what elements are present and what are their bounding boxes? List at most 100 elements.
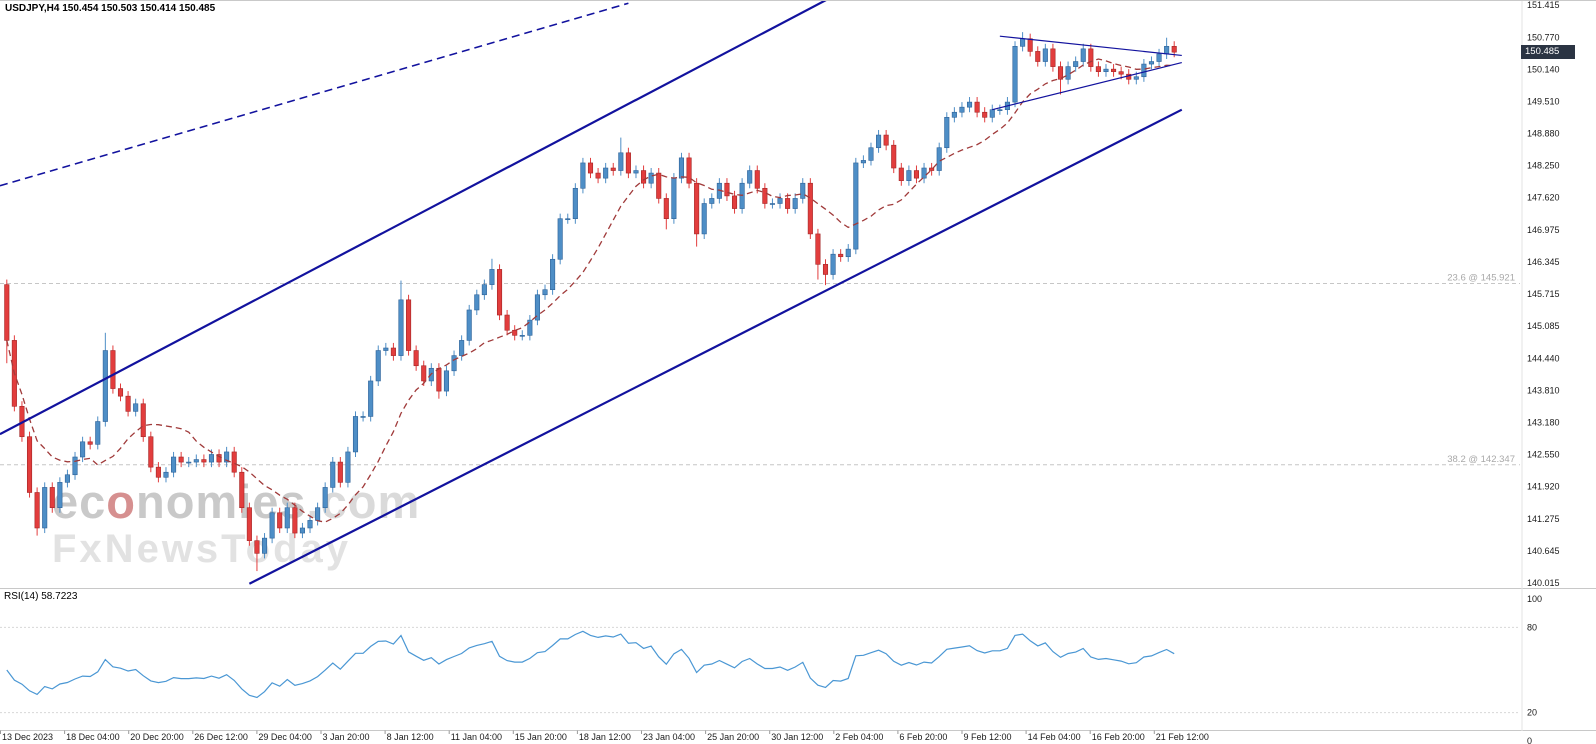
candle-body bbox=[1088, 48, 1094, 67]
candle-body bbox=[512, 329, 518, 336]
moving-average-line[interactable] bbox=[6, 58, 1175, 523]
candle-body bbox=[580, 162, 586, 189]
candle-body bbox=[542, 289, 548, 296]
candle-body bbox=[299, 527, 305, 534]
candle-body bbox=[929, 167, 935, 171]
candle-body bbox=[451, 355, 457, 372]
time-axis-label: 30 Jan 12:00 bbox=[771, 732, 824, 742]
candle-body bbox=[496, 269, 503, 316]
candle-body bbox=[1027, 38, 1033, 52]
candle-body bbox=[315, 507, 321, 521]
candlesticks bbox=[4, 32, 1177, 572]
candle-body bbox=[565, 218, 571, 221]
candle-body bbox=[686, 157, 692, 184]
candle-body bbox=[777, 198, 783, 204]
candle-body bbox=[224, 451, 230, 463]
channel-upper-trendline[interactable] bbox=[0, 1, 1182, 436]
time-axis-label: 8 Jan 12:00 bbox=[386, 732, 434, 742]
candle-body bbox=[1148, 61, 1155, 65]
upper-dashed-trendline[interactable] bbox=[0, 2, 629, 187]
candle-body bbox=[1065, 66, 1071, 80]
candle-body bbox=[587, 162, 594, 174]
price-axis-label: 148.880 bbox=[1527, 129, 1560, 139]
candle-body bbox=[352, 416, 359, 453]
fib-level-label: 23.6 @ 145.921 bbox=[1447, 273, 1515, 284]
candle-body bbox=[421, 365, 427, 382]
candle-body bbox=[1156, 53, 1162, 62]
candle-body bbox=[1057, 66, 1064, 80]
candle-body bbox=[534, 294, 540, 321]
candle-body bbox=[292, 507, 298, 534]
candle-body bbox=[944, 117, 950, 149]
candle-body bbox=[550, 258, 556, 290]
candle-body bbox=[982, 111, 988, 118]
price-axis-label: 141.920 bbox=[1527, 481, 1560, 491]
channel-lower-trendline[interactable] bbox=[248, 108, 1183, 585]
candle-body bbox=[671, 177, 677, 220]
fib-retracement[interactable]: 23.6 @ 145.921 38.2 @ 142.347 bbox=[0, 273, 1520, 466]
price-chart-canvas[interactable]: 23.6 @ 145.921 38.2 @ 142.347 151.415 150.7… bbox=[0, 1, 1596, 588]
candle-body bbox=[201, 459, 207, 463]
candle-body bbox=[1118, 71, 1124, 75]
candle-body bbox=[481, 284, 487, 296]
rsi-axis-label: 80 bbox=[1527, 622, 1537, 632]
time-axis-label: 25 Jan 20:00 bbox=[707, 732, 760, 742]
triangle-lower-trendline[interactable] bbox=[992, 61, 1182, 111]
price-axis-label: 143.180 bbox=[1527, 418, 1560, 428]
rsi-axis-label: 20 bbox=[1527, 708, 1537, 718]
candle-body bbox=[125, 395, 131, 412]
candle-body bbox=[330, 461, 336, 488]
candle-body bbox=[406, 299, 412, 351]
rsi-indicator-label: RSI(14) 58.7223 bbox=[4, 591, 78, 602]
candle-body bbox=[26, 436, 33, 493]
candle-body bbox=[284, 507, 290, 529]
candle-body bbox=[474, 294, 480, 311]
candle-body bbox=[921, 167, 927, 179]
candle-body bbox=[997, 109, 1003, 111]
triangle-upper-trendline[interactable] bbox=[999, 35, 1182, 57]
candle-body bbox=[807, 182, 813, 235]
candle-body bbox=[133, 403, 139, 412]
time-axis[interactable]: 13 Dec 2023 18 Dec 04:00 20 Dec 20:00 26 De… bbox=[0, 730, 1596, 744]
candle-body bbox=[57, 482, 63, 509]
price-axis-label: 145.715 bbox=[1527, 289, 1560, 299]
candle-body bbox=[261, 537, 268, 554]
candle-body bbox=[641, 170, 647, 184]
candle-body bbox=[557, 218, 563, 260]
candle-body bbox=[193, 459, 199, 463]
candle-body bbox=[868, 147, 874, 161]
candle-body bbox=[504, 314, 510, 331]
price-axis-label: 145.085 bbox=[1527, 321, 1560, 331]
candle-body bbox=[876, 134, 882, 149]
time-axis-label: 26 Dec 12:00 bbox=[194, 732, 248, 742]
candle-body bbox=[269, 512, 275, 539]
price-axis-label: 146.345 bbox=[1527, 257, 1560, 267]
rsi-panel-canvas[interactable]: 100 80 20 0 bbox=[0, 588, 1596, 744]
candle-body bbox=[618, 152, 624, 171]
candle-body bbox=[383, 347, 389, 351]
candle-body bbox=[762, 187, 768, 204]
candle-body bbox=[966, 101, 973, 108]
candle-body bbox=[913, 170, 920, 179]
candle-body bbox=[1050, 48, 1056, 67]
time-axis-label: 3 Jan 20:00 bbox=[322, 732, 370, 742]
candle-body bbox=[345, 451, 351, 483]
candle-body bbox=[95, 421, 101, 445]
candle-body bbox=[785, 198, 791, 209]
price-axis-label: 143.810 bbox=[1527, 386, 1560, 396]
candle-body bbox=[254, 540, 260, 554]
watermark: economies.com FxNewsToday bbox=[52, 477, 420, 572]
candle-body bbox=[633, 170, 639, 174]
candle-body bbox=[830, 253, 836, 275]
candle-body bbox=[694, 182, 700, 235]
candle-body bbox=[148, 436, 154, 468]
time-axis-label: 11 Jan 04:00 bbox=[450, 732, 503, 742]
price-axis-label: 141.275 bbox=[1527, 514, 1560, 524]
price-axis-label: 146.975 bbox=[1527, 225, 1560, 235]
candle-body bbox=[1141, 63, 1147, 78]
time-axis-label: 9 Feb 12:00 bbox=[963, 732, 1012, 742]
time-axis-label: 18 Jan 12:00 bbox=[578, 732, 631, 742]
watermark-tagline: FxNewsToday bbox=[52, 527, 351, 572]
candle-body bbox=[989, 109, 995, 118]
